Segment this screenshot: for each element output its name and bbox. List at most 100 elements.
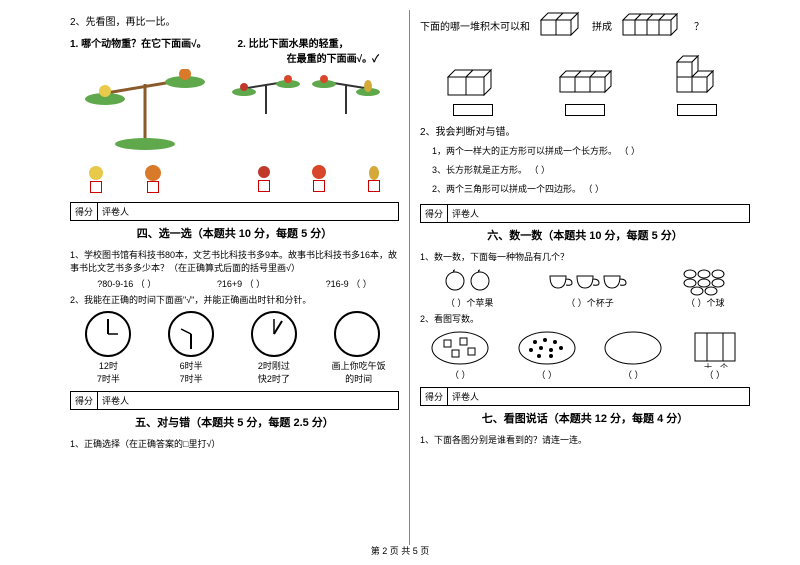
clock-3: 2时刚过 快2时了	[249, 309, 299, 385]
cups-icon	[545, 266, 635, 296]
balance-row	[70, 69, 399, 159]
sec5-score-table: 得分 评卷人	[70, 391, 399, 410]
checkbox-fruit-2[interactable]	[313, 180, 325, 192]
block-opt-1-box[interactable]	[453, 104, 493, 116]
sec4-opt3: ?16-9 （ ）	[326, 277, 372, 290]
balls: （ ）个球	[680, 266, 730, 309]
q2-sub1: 1. 哪个动物重？在它下面画√。	[70, 35, 232, 50]
abacus-icon: 十 个	[690, 328, 740, 368]
block-target-icon	[618, 10, 688, 40]
write-2-blank: （ ）	[517, 368, 577, 381]
q2-intro: 2、先看图，再比一比。	[70, 13, 399, 28]
sec6-q1: 1、数一数，下面每一种物品有几个？	[420, 250, 750, 263]
apples-label: （ ）个苹果	[440, 296, 500, 309]
sec5-title: 五、对与错（本题共 5 分，每题 2.5 分）	[70, 414, 399, 430]
fruit-1	[254, 162, 274, 195]
sec4-q2: 2、我能在正确的时间下面画"√"，并能正确画出时针和分针。	[70, 293, 399, 306]
sec7-grader-label: 评卷人	[448, 388, 483, 405]
blocks-q-text: 下面的哪一堆积木可以和	[420, 18, 530, 33]
judge-3: 2、两个三角形可以拼成一个四边形。 （ ）	[420, 182, 750, 195]
checkbox-fruit-1[interactable]	[258, 180, 270, 192]
sec6-grader-label: 评卷人	[448, 205, 483, 222]
clock1-t1: 12时	[83, 359, 133, 372]
blocks-q-text3: ？	[694, 18, 704, 33]
judge-1: 1，两个一样大的正方形可以拼成一个长方形。 （ ）	[420, 144, 750, 157]
clock-4: 画上你吃午饭 的时间	[332, 309, 386, 385]
clock1-t2: 7时半	[83, 372, 133, 385]
page: 2、先看图，再比一比。 1. 哪个动物重？在它下面画√。 2. 比比下面水果的轻…	[0, 0, 800, 545]
apples: （ ）个苹果	[440, 266, 500, 309]
block-opt-3	[662, 52, 732, 118]
sec4-title: 四、选一选（本题共 10 分，每题 5 分）	[70, 225, 399, 241]
clock-icon-2	[166, 309, 216, 359]
oval-dots-icon	[517, 328, 577, 368]
write-2: （ ）	[517, 328, 577, 381]
clock-icon-4	[332, 309, 382, 359]
clock3-t1: 2时刚过	[249, 359, 299, 372]
write-row: （ ） （ ） （ ）	[420, 328, 750, 381]
write-4: 十 个 （ ）	[690, 328, 740, 381]
block-piece-icon	[536, 10, 586, 40]
fruit-3	[364, 162, 384, 195]
write-1-blank: （ ）	[430, 368, 490, 381]
clock4-t2: 的时间	[332, 372, 386, 385]
checkbox-animal-2[interactable]	[147, 181, 159, 193]
block-opt-2-icon	[550, 52, 620, 102]
sec5-q1: 1、正确选择（在正确答案的□里打√）	[70, 437, 399, 450]
clock2-t2: 7时半	[166, 372, 216, 385]
balance-scale-icon	[70, 69, 220, 159]
count-row: （ ）个苹果 （ ）个杯子	[420, 266, 750, 309]
sec4-options: ?80-9-16 （ ） ?16+9 （ ） ?16-9 （ ）	[70, 277, 399, 290]
sec4-score-label: 得分	[71, 203, 98, 220]
block-opt-3-box[interactable]	[677, 104, 717, 116]
sec4-q1: 1、学校图书馆有科技书80本，文艺书比科技书多9本。故事书比科技书多16本，故事…	[70, 248, 399, 274]
clocks-row: 12时 7时半 6时半 7时半 2时刚过 快2时了	[70, 309, 399, 385]
block-opt-2	[550, 52, 620, 118]
cat-icon	[142, 161, 164, 181]
sec7-score-table: 得分 评卷人	[420, 387, 750, 406]
sec6-score-table: 得分 评卷人	[420, 204, 750, 223]
balls-label: （ ）个球	[680, 296, 730, 309]
block-opt-1	[438, 52, 508, 118]
apples-icon	[440, 266, 500, 296]
fruit-2	[309, 162, 329, 195]
clock2-t1: 6时半	[166, 359, 216, 372]
clock-1: 12时 7时半	[83, 309, 133, 385]
block-opt-3-icon	[662, 52, 732, 102]
chick-icon	[85, 161, 107, 181]
blocks-question: 下面的哪一堆积木可以和 拼成 ？	[420, 10, 750, 40]
strawberry-icon	[254, 162, 274, 180]
block-options	[420, 50, 750, 120]
clock-2: 6时半 7时半	[166, 309, 216, 385]
checkbox-animal-1[interactable]	[90, 181, 102, 193]
sec6-q2: 2、看图写数。	[420, 312, 750, 325]
block-opt-2-box[interactable]	[565, 104, 605, 116]
sec7-score-label: 得分	[421, 388, 448, 405]
write-3: （ ）	[603, 328, 663, 381]
q2-sub2b: 在最重的下面画√。✓	[70, 50, 399, 65]
sec7-title: 七、看图说话（本题共 12 分，每题 4 分）	[420, 410, 750, 426]
animal-1	[85, 161, 107, 196]
sec4-grader-label: 评卷人	[98, 203, 133, 220]
sec5-grader-label: 评卷人	[98, 392, 133, 409]
clock4-t1: 画上你吃午饭	[332, 359, 386, 372]
left-column: 2、先看图，再比一比。 1. 哪个动物重？在它下面画√。 2. 比比下面水果的轻…	[60, 10, 410, 545]
q2-subtitles: 1. 哪个动物重？在它下面画√。 2. 比比下面水果的轻重，	[70, 35, 399, 50]
sec7-q1: 1、下面各图分别是谁看到的？请连一连。	[420, 433, 750, 446]
oval-empty-icon	[603, 328, 663, 368]
animals-row	[70, 161, 399, 196]
right-column: 下面的哪一堆积木可以和 拼成 ？	[410, 10, 760, 545]
pineapple-icon	[364, 162, 384, 180]
balls-icon	[680, 266, 730, 296]
sec6-title: 六、数一数（本题共 10 分，每题 5 分）	[420, 227, 750, 243]
write-1: （ ）	[430, 328, 490, 381]
checkbox-fruit-3[interactable]	[368, 180, 380, 192]
fruit-balance-icon	[226, 69, 396, 159]
blocks-q-text2: 拼成	[592, 18, 612, 33]
cups: （ ）个杯子	[545, 266, 635, 309]
clock-icon-3	[249, 309, 299, 359]
page-footer: 第 2 页 共 5 页	[0, 544, 800, 557]
sec5-score-label: 得分	[71, 392, 98, 409]
clock-icon-1	[83, 309, 133, 359]
q2-sub2: 2. 比比下面水果的轻重，	[238, 35, 400, 50]
